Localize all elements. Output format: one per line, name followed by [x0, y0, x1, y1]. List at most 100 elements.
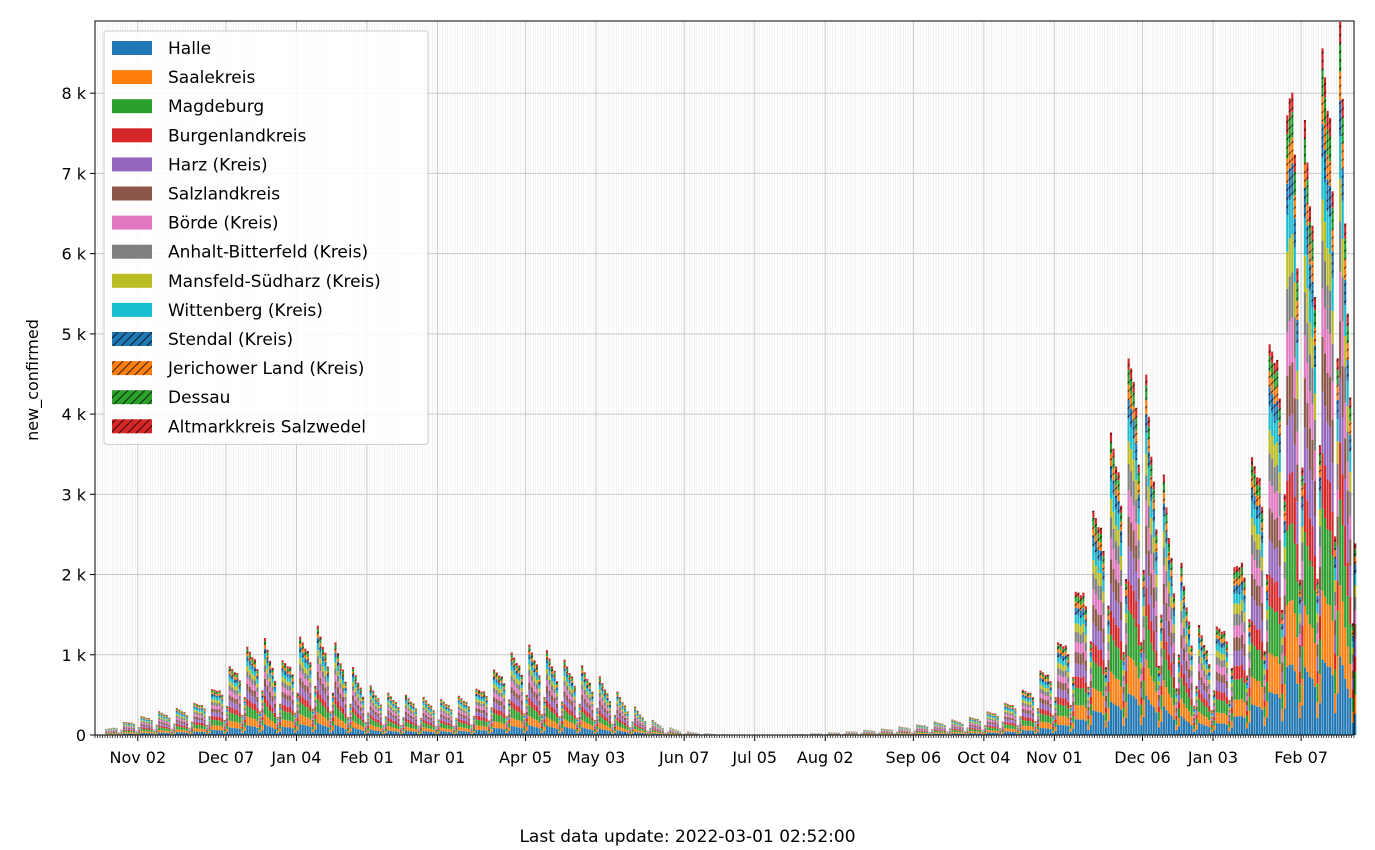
bar-segment [518, 684, 521, 690]
bar-segment [316, 712, 319, 723]
bar-segment [435, 728, 438, 729]
bar-segment [916, 728, 919, 729]
bar-segment [467, 710, 470, 713]
bar-segment-hatch [296, 693, 299, 696]
bar-segment [533, 697, 536, 705]
bar-segment [906, 732, 909, 734]
bar-segment [591, 725, 594, 731]
bar-segment [656, 727, 659, 729]
bar-segment [898, 729, 901, 731]
bar-segment [389, 730, 392, 735]
bar-segment-hatch [515, 663, 518, 666]
bar-segment [563, 710, 566, 720]
bar-segment [206, 728, 209, 730]
day-bar [392, 699, 395, 735]
bar-segment [460, 722, 463, 728]
bar-segment [193, 708, 196, 710]
bar-segment [125, 723, 128, 724]
bar-segment [226, 731, 229, 735]
bar-segment [523, 726, 526, 728]
bar-segment [528, 676, 531, 683]
bar-segment [377, 716, 380, 720]
bar-segment [203, 715, 206, 718]
day-bar [890, 729, 893, 735]
bar-segment [127, 726, 131, 728]
bar-segment [173, 726, 176, 728]
bar-segment [261, 709, 264, 713]
day-bar [931, 729, 934, 735]
bar-segment [394, 707, 397, 710]
bar-segment [654, 729, 657, 731]
bar-segment [626, 719, 629, 722]
bar-segment [616, 706, 619, 710]
bar-segment [548, 685, 551, 691]
bar-segment [435, 731, 438, 733]
bar-segment [218, 709, 221, 713]
bar-segment [460, 716, 463, 720]
bar-segment [412, 705, 415, 707]
bar-segment [392, 731, 395, 735]
bar-segment [236, 714, 239, 722]
bar-segment [158, 725, 161, 728]
bar-segment [178, 718, 181, 721]
bar-segment [301, 674, 304, 682]
bar-segment [374, 730, 377, 735]
bar-segment-hatch [404, 695, 407, 698]
bar-segment [654, 733, 657, 735]
bar-segment [654, 726, 657, 728]
bar-segment [500, 728, 503, 735]
bar-segment [193, 731, 196, 735]
bar-segment [508, 699, 511, 701]
bar-segment [923, 733, 926, 734]
bar-segment [465, 713, 468, 716]
bar-segment [296, 707, 299, 711]
bar-segment-hatch [618, 701, 622, 704]
bar-segment [258, 730, 261, 733]
bar-segment [641, 721, 644, 723]
bar-segment [457, 730, 460, 735]
day-bar [115, 728, 118, 735]
bar-segment [216, 712, 219, 717]
bar-segment [445, 712, 448, 715]
bar-segment [223, 728, 226, 731]
bar-segment [311, 724, 314, 727]
bar-segment [107, 731, 110, 732]
bar-segment [170, 732, 173, 733]
bar-segment [253, 726, 256, 735]
bar-segment-hatch [341, 674, 345, 677]
bar-segment [238, 716, 241, 724]
bar-segment [216, 709, 219, 713]
bar-segment-hatch [553, 670, 556, 673]
bar-segment-hatch [500, 678, 503, 681]
bar-segment [387, 710, 390, 714]
bar-segment-hatch [243, 699, 246, 702]
bar-segment [498, 696, 501, 701]
bar-segment [236, 721, 239, 729]
bar-segment [347, 733, 350, 735]
bar-segment [377, 711, 380, 714]
bar-segment [641, 724, 644, 727]
day-bar [641, 717, 644, 735]
bar-segment [281, 704, 284, 711]
bar-segment [636, 713, 639, 715]
bar-segment [583, 686, 586, 690]
bar-segment [613, 717, 616, 719]
bar-segment [566, 727, 569, 735]
bar-segment-hatch [571, 678, 574, 681]
bar-segment [926, 731, 929, 733]
bar-segment [626, 721, 629, 724]
bar-segment [533, 710, 536, 720]
bar-segment [352, 712, 355, 721]
bar-segment [138, 729, 141, 730]
bar-segment [480, 698, 483, 702]
bar-segment [384, 721, 387, 723]
bar-segment [477, 708, 481, 713]
bar-segment-hatch [362, 699, 365, 701]
bar-segment [309, 726, 312, 735]
bar-segment [460, 713, 463, 717]
bar-segment [490, 708, 493, 710]
bar-segment [133, 733, 136, 735]
bar-segment [309, 692, 312, 699]
bar-segment [324, 717, 327, 726]
bar-segment [281, 686, 284, 692]
